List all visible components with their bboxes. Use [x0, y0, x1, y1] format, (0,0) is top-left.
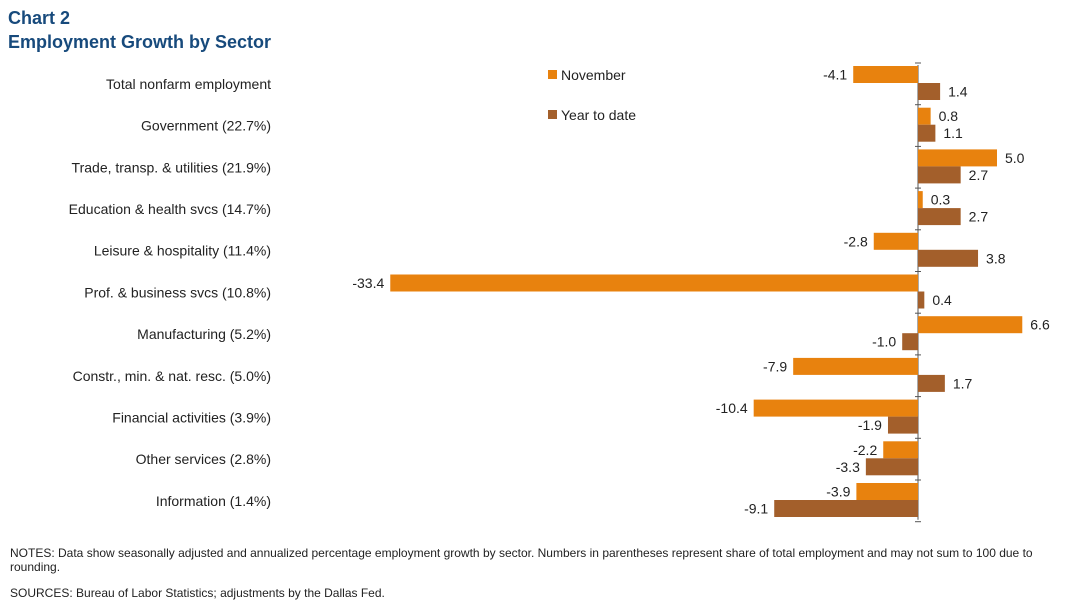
legend-swatch-year-to-date [548, 110, 557, 119]
data-label-year-to-date: 1.4 [948, 84, 968, 100]
data-label-year-to-date: 1.1 [943, 125, 963, 141]
bar-year-to-date [918, 83, 941, 100]
bar-november [918, 316, 1023, 334]
data-label-november: -4.1 [823, 67, 847, 83]
data-label-november: -2.8 [844, 233, 868, 249]
bar-november [918, 191, 923, 209]
legend-label-november: November [561, 67, 626, 83]
data-label-november: 0.8 [939, 108, 959, 124]
bar-november [883, 441, 918, 459]
data-label-november: -7.9 [763, 358, 787, 374]
data-label-november: -2.2 [853, 442, 877, 458]
bar-chart: Total nonfarm employment -4.1 1.4 Governmen… [69, 62, 1050, 523]
category-label: Trade, transp. & utilities (21.9%) [72, 159, 271, 175]
legend-label-year-to-date: Year to date [561, 107, 636, 123]
data-label-year-to-date: 1.7 [953, 375, 973, 391]
bar-november [918, 149, 997, 167]
category-label: Manufacturing (5.2%) [137, 326, 271, 342]
category-label: Other services (2.8%) [136, 451, 271, 467]
category-label: Government (22.7%) [141, 118, 271, 134]
bar-year-to-date [865, 458, 918, 476]
category-label: Prof. & business svcs (10.8%) [84, 284, 271, 300]
sources-text: SOURCES: Bureau of Labor Statistics; adj… [10, 586, 385, 600]
data-label-november: -3.9 [826, 484, 850, 500]
data-label-year-to-date: 2.7 [969, 167, 989, 183]
bar-november [753, 399, 918, 417]
category-label: Education & health svcs (14.7%) [69, 201, 271, 217]
data-label-year-to-date: -1.0 [872, 334, 896, 350]
bar-november [918, 107, 931, 125]
bar-year-to-date [918, 166, 961, 184]
data-label-november: -10.4 [716, 400, 748, 416]
category-label: Information (1.4%) [156, 493, 271, 509]
bar-november [390, 274, 918, 292]
data-label-year-to-date: 0.4 [932, 292, 952, 308]
data-label-year-to-date: 3.8 [986, 250, 1006, 266]
bar-year-to-date [902, 333, 918, 351]
legend: November Year to date [548, 67, 636, 123]
data-label-year-to-date: -3.3 [836, 459, 860, 475]
category-label: Constr., min. & nat. resc. (5.0%) [73, 368, 271, 384]
bar-year-to-date [918, 291, 925, 309]
data-label-november: 6.6 [1030, 317, 1050, 333]
data-label-year-to-date: 2.7 [969, 209, 989, 225]
chart-title: Chart 2 Employment Growth by Sector [8, 6, 271, 54]
bar-year-to-date [887, 416, 918, 434]
bars-layer [390, 62, 1023, 523]
bar-year-to-date [774, 500, 918, 517]
data-label-november: 5.0 [1005, 150, 1025, 166]
chart-number: Chart 2 [8, 8, 71, 28]
bar-november [856, 483, 918, 500]
data-label-november: 0.3 [931, 192, 951, 208]
bar-november [793, 357, 918, 375]
bar-november [873, 232, 918, 250]
category-label: Total nonfarm employment [106, 76, 271, 92]
bar-year-to-date [918, 249, 979, 267]
data-label-year-to-date: -9.1 [744, 501, 768, 517]
bar-year-to-date [918, 208, 961, 226]
notes-text: NOTES: Data show seasonally adjusted and… [10, 546, 1033, 574]
labels-layer: Total nonfarm employment -4.1 1.4 Governmen… [69, 67, 1050, 517]
bar-year-to-date [918, 124, 936, 142]
legend-swatch-november [548, 70, 557, 79]
category-label: Leisure & hospitality (11.4%) [94, 243, 271, 259]
data-label-november: -33.4 [352, 275, 384, 291]
bar-november [853, 66, 918, 83]
chart-heading: Employment Growth by Sector [8, 32, 272, 52]
data-label-year-to-date: -1.9 [858, 417, 882, 433]
category-label: Financial activities (3.9%) [112, 409, 271, 425]
bar-year-to-date [918, 374, 945, 392]
